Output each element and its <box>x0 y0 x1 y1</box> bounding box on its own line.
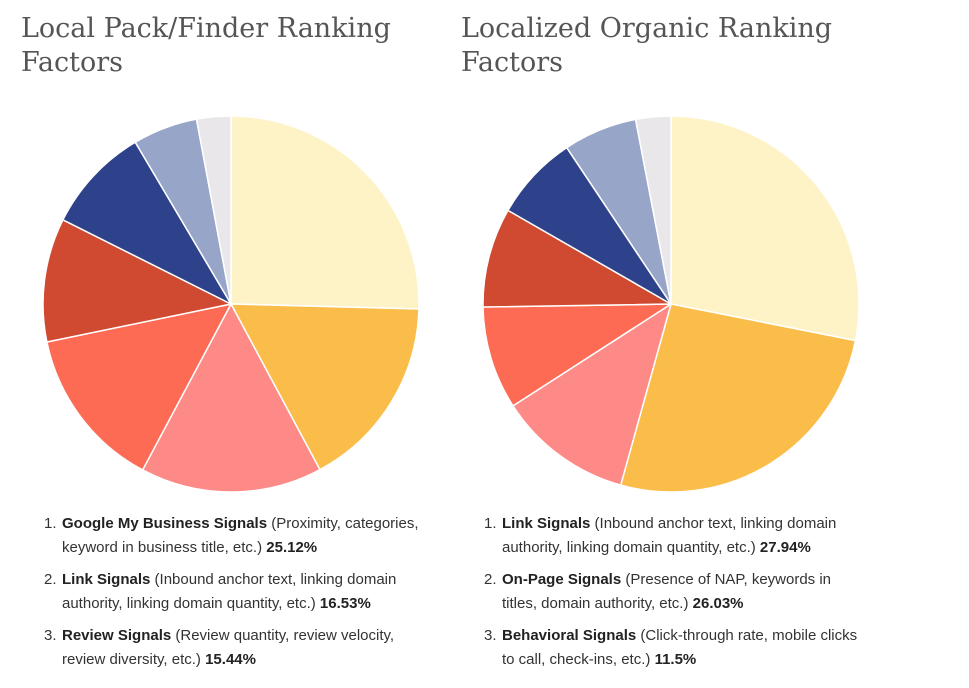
factor-name: Google My Business Signals <box>62 515 268 532</box>
pie-slice <box>482 209 672 308</box>
pie-slice <box>141 303 321 493</box>
pie-chart-local-pack <box>42 115 420 493</box>
list-item: 3. Behavioral Signals (Click-through rat… <box>470 624 870 672</box>
factor-percentage: 26.03% <box>692 595 744 612</box>
list-item: 2. On-Page Signals (Presence of NAP, key… <box>470 568 870 616</box>
chart-title: Localized Organic Ranking Factors <box>461 13 832 78</box>
pie-slice <box>619 303 857 493</box>
pie-slice <box>62 141 232 305</box>
pie-slice <box>42 219 232 343</box>
list-item-number: 2. <box>484 571 497 588</box>
pie-slice <box>482 303 672 407</box>
factor-description: (Click-through rate, mobile clicks to ca… <box>502 627 858 668</box>
list-item: 1. Google My Business Signals (Proximity… <box>30 512 430 560</box>
factor-percentage: 25.12% <box>266 539 318 556</box>
chart-panel-local-pack: Local Pack/Finder Ranking Factors 1. Goo… <box>0 0 440 688</box>
list-item-number: 3. <box>484 627 497 644</box>
pie-chart-localized-organic <box>482 115 860 493</box>
factor-name: On-Page Signals <box>502 571 622 588</box>
pie-slice <box>634 115 672 305</box>
pie-slice <box>670 115 860 342</box>
factor-percentage: 27.94% <box>759 539 811 556</box>
factor-name: Behavioral Signals <box>502 627 637 644</box>
factor-description: (Presence of NAP, keywords in titles, do… <box>502 571 832 612</box>
factor-name: Review Signals <box>62 627 172 644</box>
list-item-number: 2. <box>44 571 57 588</box>
factor-description: (Inbound anchor text, linking domain aut… <box>62 571 397 612</box>
pie-slice <box>512 303 672 486</box>
pie-slice <box>195 115 232 305</box>
pie-slice <box>230 303 420 471</box>
factor-description: (Inbound anchor text, linking domain aut… <box>502 515 837 556</box>
chart-panel-localized-organic: Localized Organic Ranking Factors 1. Lin… <box>440 0 880 688</box>
list-item: 1. Link Signals (Inbound anchor text, li… <box>470 512 870 560</box>
list-item-number: 1. <box>44 515 57 532</box>
chart-title: Local Pack/Finder Ranking Factors <box>21 13 391 78</box>
factor-description: (Proximity, categories, keyword in busin… <box>62 515 419 556</box>
pie-slice <box>230 115 420 310</box>
factor-percentage: 16.53% <box>319 595 371 612</box>
factor-description: (Review quantity, review velocity, revie… <box>62 627 395 668</box>
factor-list: 1. Link Signals (Inbound anchor text, li… <box>470 512 870 680</box>
list-item: 3. Review Signals (Review quantity, revi… <box>30 624 430 672</box>
list-item-number: 1. <box>484 515 497 532</box>
list-item: 2. Link Signals (Inbound anchor text, li… <box>30 568 430 616</box>
factor-percentage: 15.44% <box>205 651 256 668</box>
factor-list: 1. Google My Business Signals (Proximity… <box>30 512 430 680</box>
pie-slice <box>46 303 232 471</box>
factor-name: Link Signals <box>502 515 591 532</box>
factor-percentage: 11.5% <box>654 651 697 668</box>
factor-name: Link Signals <box>62 571 151 588</box>
list-item-number: 3. <box>44 627 57 644</box>
